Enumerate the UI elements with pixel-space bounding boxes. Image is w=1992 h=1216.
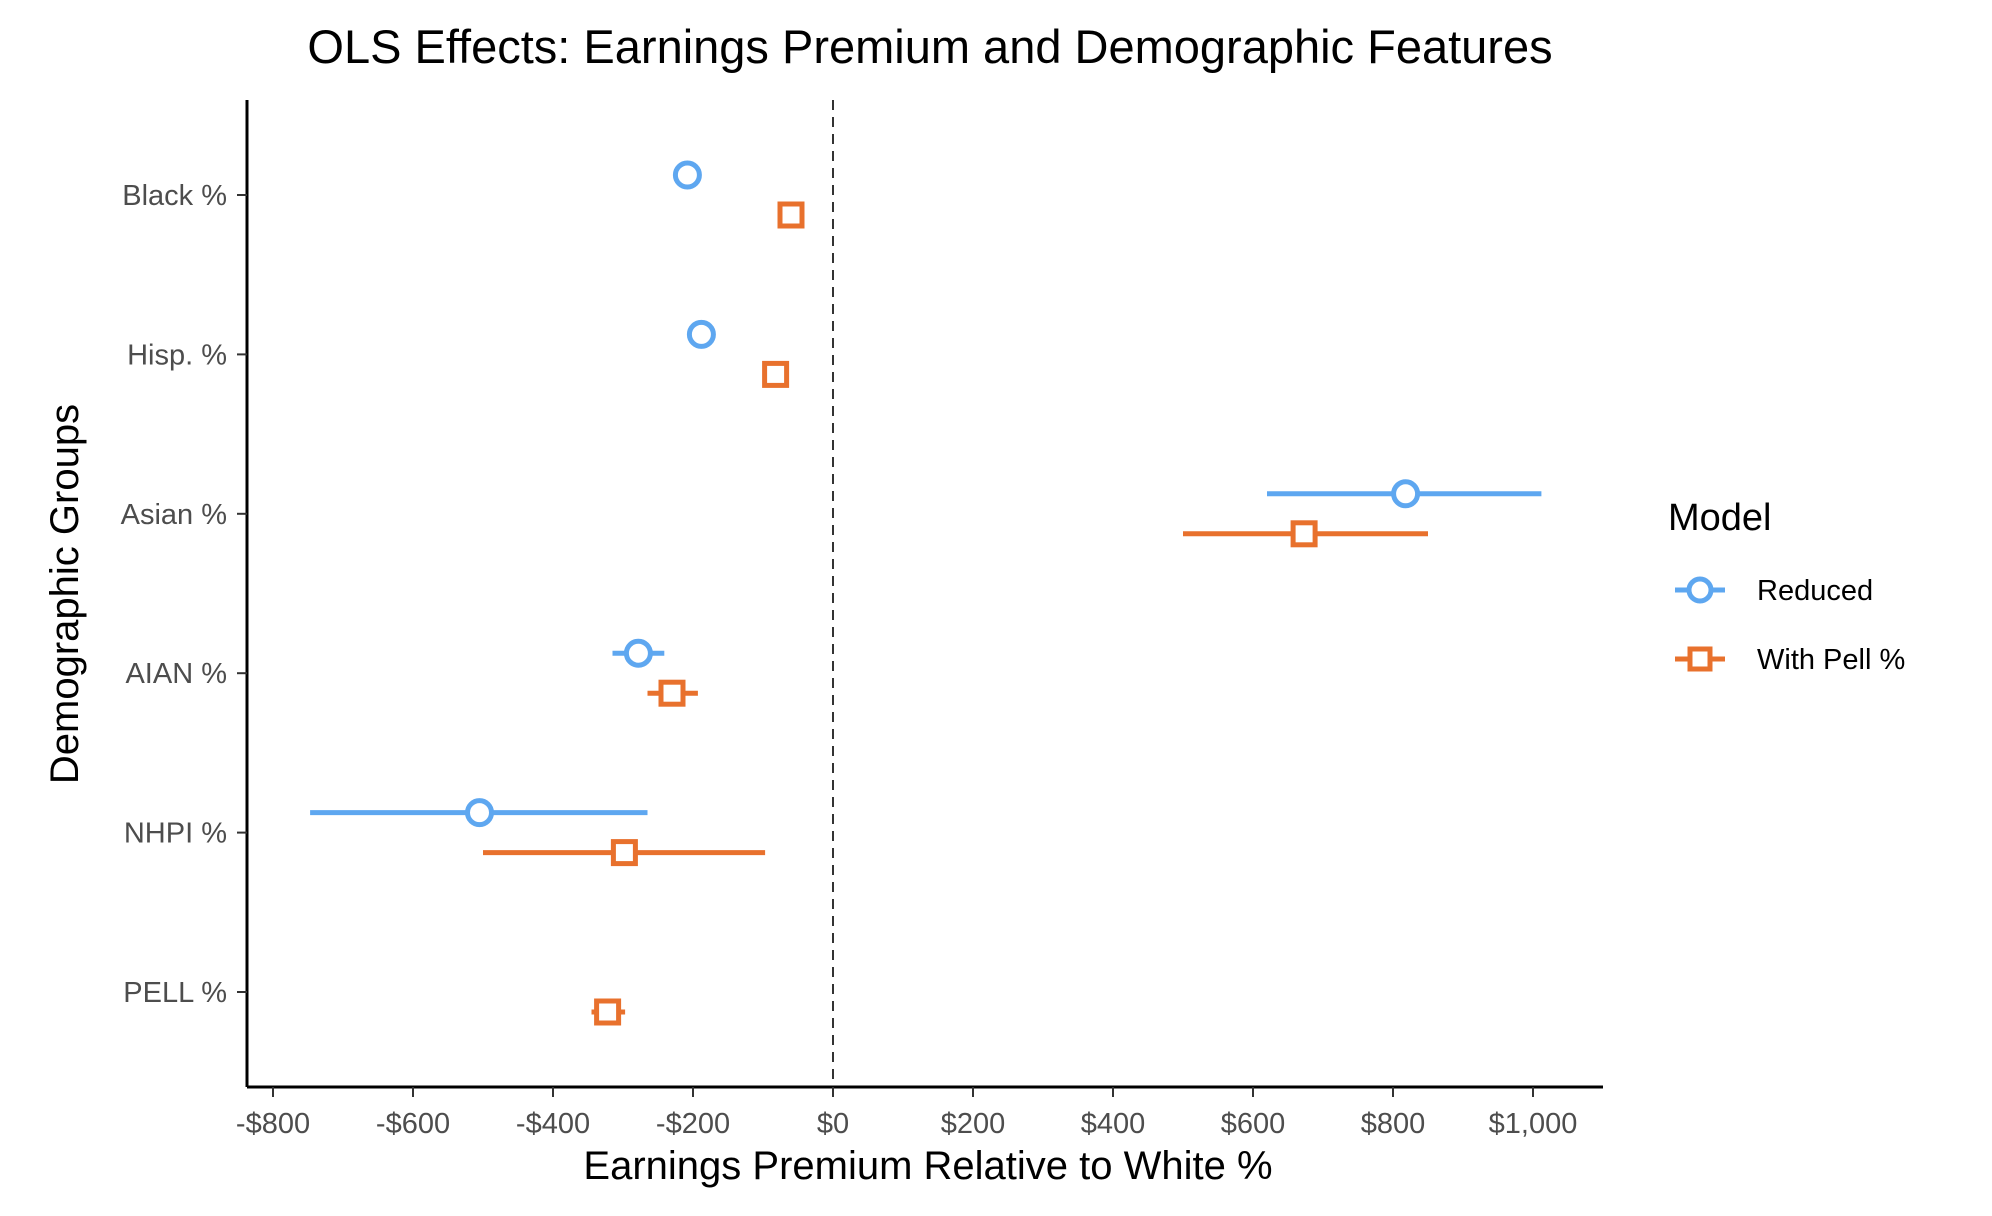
y-axis-title: Demographic Groups (43, 404, 87, 784)
legend-label: With Pell % (1757, 644, 1905, 676)
legend-key-square (1687, 646, 1713, 672)
data-point-circle (623, 638, 653, 668)
data-point-circle (465, 798, 494, 828)
data-point-square (658, 679, 686, 707)
data-point-square (610, 839, 638, 867)
y-axis-ticks: Black % Hisp. % Asian % AIAN % NHPI % PELL % (121, 180, 247, 1009)
x-axis-title: Earnings Premium Relative to White % (583, 1144, 1272, 1188)
data-point-circle (686, 319, 716, 349)
legend: Model Reduced With Pell % (1668, 497, 1905, 676)
x-tick-label: $0 (817, 1108, 849, 1140)
chart-title: OLS Effects: Earnings Premium and Demogr… (307, 20, 1552, 73)
data-point-square (777, 201, 805, 229)
x-tick-label: $1,000 (1489, 1108, 1578, 1140)
plot-area (310, 100, 1542, 1087)
y-tick-label: Black % (122, 180, 227, 212)
x-tick-label: $200 (941, 1108, 1006, 1140)
data-point-square (594, 998, 622, 1026)
y-tick-label: PELL % (123, 977, 227, 1009)
x-tick-label: -$800 (236, 1108, 310, 1140)
data-point-circle (1391, 479, 1421, 509)
x-tick-label: -$600 (376, 1108, 450, 1140)
x-tick-label: $800 (1361, 1108, 1426, 1140)
y-tick-label: NHPI % (124, 818, 227, 850)
x-tick-label: $400 (1081, 1108, 1146, 1140)
legend-key-circle (1686, 576, 1714, 604)
y-tick-label: Hisp. % (127, 339, 227, 371)
x-axis-ticks: -$800 -$600 -$400 -$200 $0 $200 $400 $600 $800 $1… (236, 1087, 1577, 1140)
x-tick-label: -$200 (656, 1108, 730, 1140)
y-tick-label: Asian % (121, 499, 227, 531)
legend-title: Model (1668, 497, 1772, 539)
x-tick-label: $600 (1221, 1108, 1286, 1140)
data-point-square (1290, 520, 1318, 548)
legend-items: Reduced With Pell % (1675, 575, 1905, 676)
legend-label: Reduced (1757, 575, 1873, 607)
data-point-square (762, 360, 790, 388)
data-point-circle (672, 160, 702, 190)
x-tick-label: -$400 (516, 1108, 590, 1140)
y-tick-label: AIAN % (125, 658, 227, 690)
